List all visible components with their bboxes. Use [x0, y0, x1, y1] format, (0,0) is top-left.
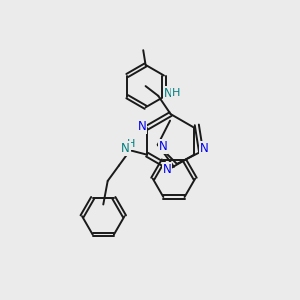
Text: H: H	[172, 88, 181, 98]
Text: N: N	[137, 120, 146, 133]
Text: N: N	[164, 87, 173, 100]
Text: N: N	[121, 142, 130, 155]
Text: N: N	[159, 140, 167, 153]
Text: H: H	[128, 139, 136, 149]
Text: N: N	[163, 163, 172, 176]
Text: N: N	[200, 142, 209, 154]
